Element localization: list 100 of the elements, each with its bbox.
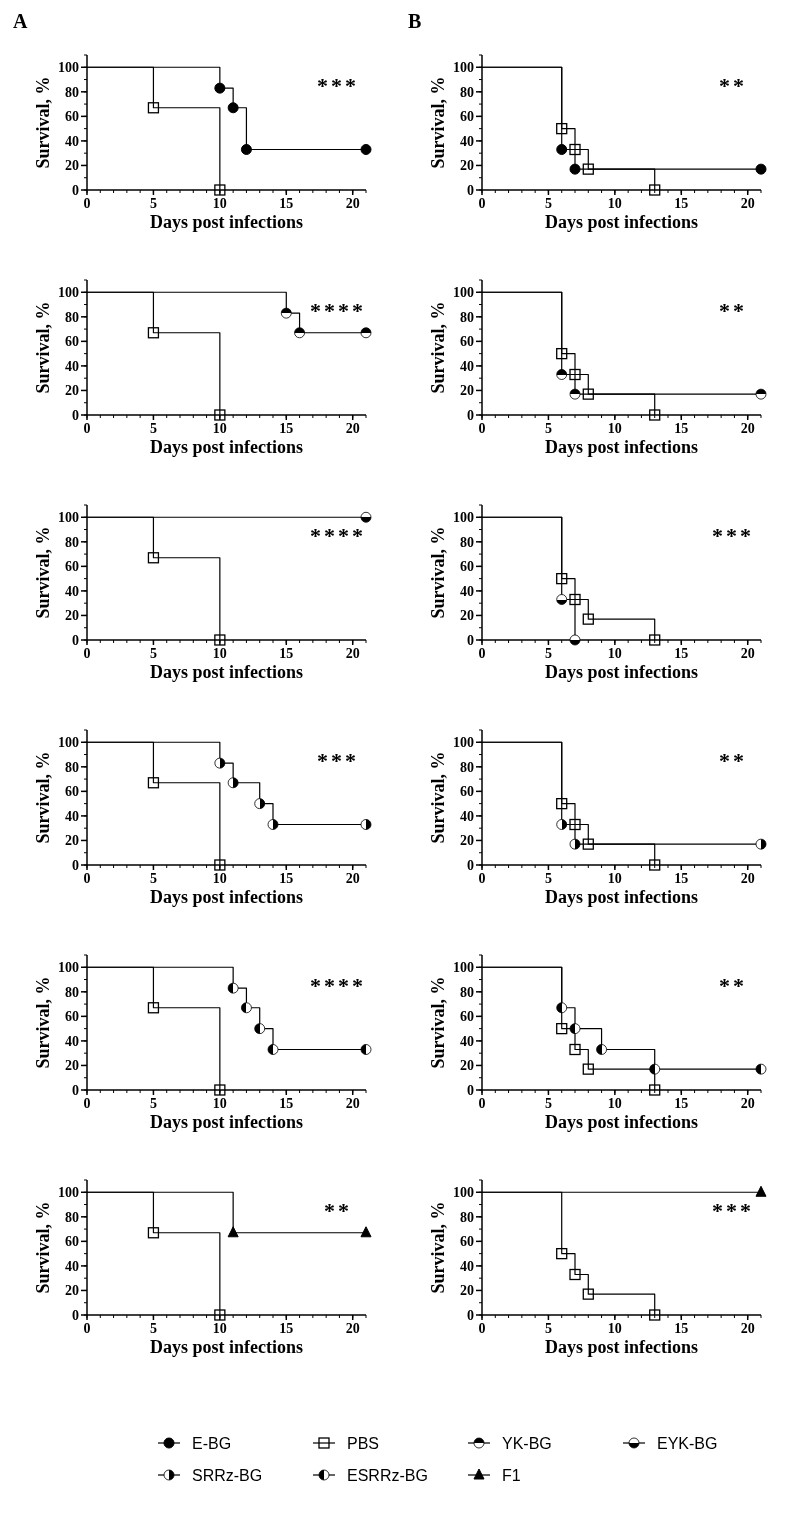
chart-title: B: [408, 10, 422, 32]
y-tick-label: 60: [65, 784, 79, 800]
y-tick-label: 40: [65, 1258, 79, 1274]
y-tick-label: 20: [65, 608, 79, 624]
x-tick-label: 5: [544, 646, 552, 661]
chart-title: A: [13, 10, 28, 32]
y-tick-label: 60: [460, 559, 474, 575]
x-tick-label: 5: [544, 421, 552, 436]
y-axis-title: Survival, %: [428, 301, 448, 394]
y-axis-title: Survival, %: [428, 751, 448, 844]
x-tick-label: 10: [212, 1096, 227, 1111]
y-tick-label: 80: [65, 309, 79, 325]
y-tick-label: 0: [72, 633, 79, 648]
y-tick-label: 20: [65, 1058, 79, 1074]
x-tick-label: 0: [83, 1096, 91, 1111]
y-axis-title: Survival, %: [428, 1201, 448, 1294]
y-tick-label: 60: [460, 109, 474, 125]
x-tick-label: 5: [544, 1096, 552, 1111]
x-axis-title: Days post infections: [149, 437, 304, 457]
x-tick-label: 20: [345, 1096, 360, 1111]
x-tick-label: 15: [674, 1321, 689, 1336]
y-tick-label: 100: [453, 960, 474, 976]
x-tick-label: 0: [83, 421, 91, 436]
legend-label: E-BG: [192, 1435, 232, 1452]
y-axis-title: Survival, %: [33, 751, 53, 844]
y-tick-label: 40: [65, 1033, 79, 1049]
annotation: ***: [712, 1198, 755, 1223]
y-tick-label: 0: [72, 858, 79, 873]
x-tick-label: 15: [674, 421, 689, 436]
x-axis-title: Days post infections: [544, 1337, 699, 1357]
x-tick-label: 10: [607, 1321, 622, 1336]
y-tick-label: 40: [460, 133, 474, 149]
y-axis-title: Survival, %: [33, 526, 53, 619]
annotation: **: [719, 298, 748, 323]
x-tick-label: 0: [83, 196, 91, 211]
y-tick-label: 80: [65, 759, 79, 775]
x-tick-label: 10: [607, 871, 622, 886]
x-tick-label: 0: [83, 646, 91, 661]
y-tick-label: 20: [65, 1283, 79, 1299]
y-tick-label: 20: [460, 1283, 474, 1299]
y-tick-label: 0: [72, 183, 79, 198]
legend-label: ESRRz-BG: [347, 1467, 428, 1484]
x-tick-label: 15: [674, 871, 689, 886]
x-tick-label: 15: [279, 871, 294, 886]
x-tick-label: 5: [149, 1321, 157, 1336]
legend-label: PBS: [347, 1435, 380, 1452]
y-tick-label: 100: [58, 735, 79, 751]
x-tick-label: 20: [740, 1321, 755, 1336]
x-tick-label: 20: [740, 646, 755, 661]
y-tick-label: 20: [460, 383, 474, 399]
x-axis-title: Days post infections: [544, 212, 699, 232]
annotation: ****: [310, 298, 367, 323]
legend-label: EYK-BG: [657, 1435, 718, 1452]
y-tick-label: 0: [467, 1083, 474, 1098]
x-tick-label: 5: [544, 871, 552, 886]
x-tick-label: 0: [478, 421, 486, 436]
y-axis-title: Survival, %: [33, 1201, 53, 1294]
y-axis-title: Survival, %: [33, 76, 53, 169]
x-tick-label: 20: [740, 196, 755, 211]
y-tick-label: 40: [65, 133, 79, 149]
x-tick-label: 20: [740, 871, 755, 886]
y-axis-title: Survival, %: [428, 76, 448, 169]
x-tick-label: 15: [674, 1096, 689, 1111]
x-tick-label: 5: [149, 1096, 157, 1111]
y-tick-label: 100: [58, 285, 79, 301]
x-tick-label: 5: [544, 1321, 552, 1336]
x-axis-title: Days post infections: [544, 1112, 699, 1132]
y-tick-label: 80: [65, 984, 79, 1000]
y-tick-label: 20: [460, 158, 474, 174]
y-tick-label: 40: [460, 358, 474, 374]
y-tick-label: 40: [65, 808, 79, 824]
x-tick-label: 20: [740, 1096, 755, 1111]
x-axis-title: Days post infections: [149, 1337, 304, 1357]
y-tick-label: 100: [58, 1185, 79, 1201]
y-tick-label: 60: [460, 334, 474, 350]
x-tick-label: 5: [149, 196, 157, 211]
x-tick-label: 0: [83, 1321, 91, 1336]
annotation: ****: [310, 973, 367, 998]
x-tick-label: 10: [212, 871, 227, 886]
y-tick-label: 80: [460, 84, 474, 100]
y-tick-label: 0: [467, 1308, 474, 1323]
y-tick-label: 60: [65, 559, 79, 575]
y-tick-label: 60: [460, 784, 474, 800]
x-tick-label: 15: [674, 646, 689, 661]
x-tick-label: 10: [212, 196, 227, 211]
x-axis-title: Days post infections: [149, 887, 304, 907]
y-tick-label: 40: [65, 358, 79, 374]
y-tick-label: 0: [72, 1083, 79, 1098]
x-tick-label: 20: [345, 421, 360, 436]
y-tick-label: 100: [58, 60, 79, 76]
x-tick-label: 5: [149, 421, 157, 436]
y-tick-label: 60: [65, 1234, 79, 1250]
x-tick-label: 10: [607, 1096, 622, 1111]
x-tick-label: 15: [279, 196, 294, 211]
annotation: ***: [317, 748, 360, 773]
x-tick-label: 20: [740, 421, 755, 436]
x-axis-title: Days post infections: [149, 212, 304, 232]
y-tick-label: 100: [453, 285, 474, 301]
y-tick-label: 20: [460, 1058, 474, 1074]
y-tick-label: 80: [460, 1209, 474, 1225]
